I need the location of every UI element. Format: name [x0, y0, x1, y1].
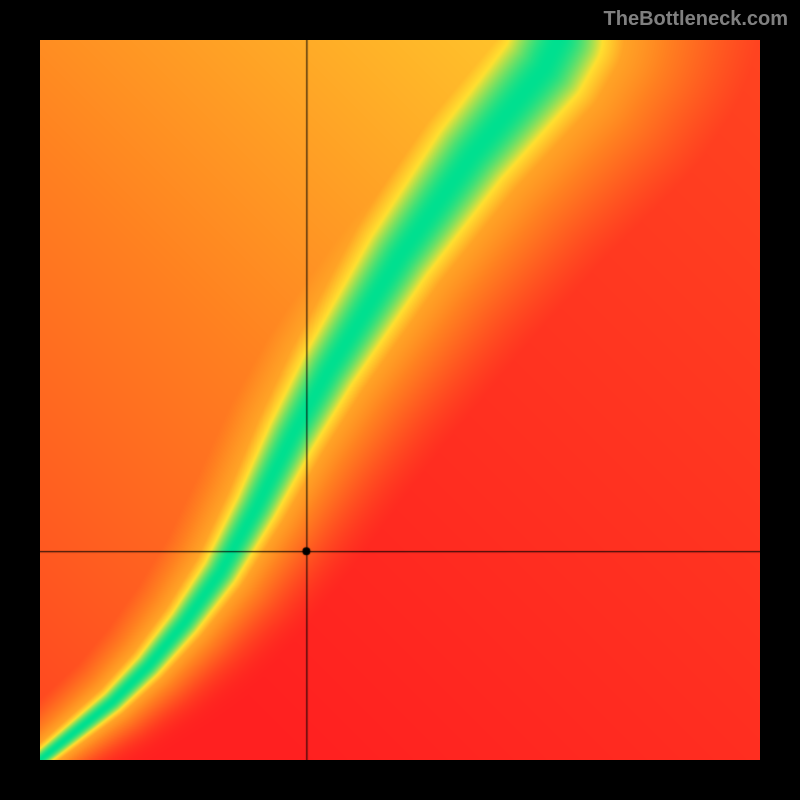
bottleneck-heatmap — [40, 40, 760, 760]
watermark-text: TheBottleneck.com — [604, 8, 788, 31]
